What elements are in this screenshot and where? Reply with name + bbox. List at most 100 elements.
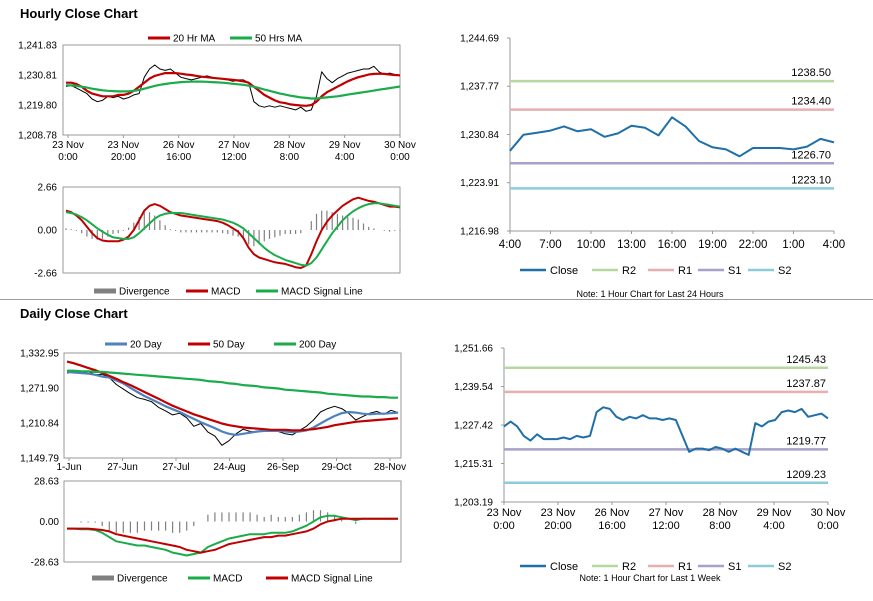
hourly-macd-ytick-label: -2.66 — [34, 269, 57, 280]
hourly-price-ytick-label: 1,230.81 — [18, 71, 57, 82]
hourly-price-ytick-label: 1,208.78 — [18, 131, 57, 142]
hourly-pivot-xtick-label: 4:00 — [499, 239, 521, 251]
daily-pivot-xtick-label: 23 Nov — [487, 507, 522, 519]
hourly-pivot-xtick-label: 4:00 — [823, 239, 845, 251]
hourly-macd-series-macd — [65, 196, 401, 269]
section-divider — [0, 299, 873, 300]
daily-pivot-xtick-label: 23 Nov — [541, 507, 576, 519]
daily-pivot-ytick-label: 1,251.66 — [454, 344, 493, 355]
daily-pivot-level-label-r2: 1245.43 — [786, 354, 826, 366]
daily-pivot-xtick-label: 27 Nov — [649, 507, 684, 519]
daily-price-ytick-label: 1,149.79 — [20, 454, 59, 465]
hourly-pivot-xtick-label: 10:00 — [577, 239, 606, 251]
hourly-pivot-level-label-r2: 1238.50 — [791, 67, 831, 79]
hourly-pivot-ytick-label: 1,237.77 — [460, 82, 499, 93]
hourly-pivot-level-label-s2: 1223.10 — [791, 174, 831, 186]
hourly-price-xtick-label: 12:00 — [221, 152, 246, 163]
daily-price-ytick-label: 1,210.84 — [20, 419, 59, 430]
hourly-price-xtick-label: 23 Nov — [52, 140, 84, 151]
hourly-pivot-xtick-label: 1:00 — [782, 239, 804, 251]
daily-pivot-xtick-label: 0:00 — [493, 520, 514, 532]
daily-legend-20-day-label: 20 Day — [130, 340, 162, 351]
daily-pivot-level-label-s1: 1219.77 — [786, 435, 826, 447]
daily-pivot-ytick-label: 1,215.31 — [454, 459, 493, 470]
daily-pivot-xtick-label: 8:00 — [709, 520, 730, 532]
daily-price-series-20-day — [66, 370, 399, 436]
hourly-pivot-xtick-label: 13:00 — [617, 239, 646, 251]
daily-legend-50-day-label: 50 Day — [213, 340, 245, 351]
daily-price-series-50-day — [66, 360, 399, 432]
hourly-price-xtick-label: 20:00 — [111, 152, 136, 163]
hourly-legend-50hrs-ma-label: 50 Hrs MA — [255, 34, 303, 45]
hourly-macd-ytick-label: 0.00 — [38, 226, 58, 237]
daily-price-xtick-label: 29-Oct — [321, 462, 351, 473]
daily-price-ytick-label: 1,332.95 — [20, 349, 59, 360]
daily-macd-ytick-label: 28.63 — [34, 477, 59, 488]
hourly-pivot-xtick-label: 7:00 — [539, 239, 561, 251]
daily-price-xtick-label: 28-Nov — [374, 462, 406, 473]
daily-pivot-level-label-s2: 1209.23 — [786, 469, 826, 481]
daily-macd-ytick-label: 0.00 — [40, 517, 60, 528]
hourly-macd-legend-macd-label: MACD — [211, 287, 240, 298]
hourly-pivot-level-label-r1: 1234.40 — [791, 96, 831, 108]
daily-pivot-xtick-label: 12:00 — [652, 520, 680, 532]
daily-pivot-legend-label-s2: S2 — [778, 561, 791, 573]
hourly-pivot-xtick-label: 16:00 — [658, 239, 687, 251]
daily-pivot-series-close — [503, 406, 829, 456]
hourly-pivot-legend-label-s1: S1 — [728, 265, 741, 277]
daily-price-series-close — [66, 370, 399, 446]
daily-pivot-xtick-label: 4:00 — [763, 520, 784, 532]
daily-pivot-note: Note: 1 Hour Chart for Last 1 Week — [580, 573, 721, 583]
daily-macd-legend-signal-label: MACD Signal Line — [291, 574, 373, 585]
hourly-pivot-ytick-label: 1,244.69 — [460, 34, 499, 45]
hourly-price-xtick-label: 0:00 — [390, 152, 410, 163]
daily-pivot-xtick-label: 26 Nov — [595, 507, 630, 519]
hourly-pivot-ytick-label: 1,216.98 — [460, 227, 499, 238]
daily-pivot-xtick-label: 29 Nov — [757, 507, 792, 519]
hourly-pivot-legend-label-s2: S2 — [778, 265, 791, 277]
hourly-pivot-xtick-label: 19:00 — [698, 239, 727, 251]
hourly-price-xtick-label: 27 Nov — [218, 140, 250, 151]
hourly-pivot-legend-label-r1: R1 — [678, 265, 692, 277]
daily-pivot-xtick-label: 28 Nov — [703, 507, 738, 519]
daily-pivot-xtick-label: 20:00 — [544, 520, 572, 532]
daily-section-title: Daily Close Chart — [20, 306, 128, 321]
daily-pivot-legend-label-r2: R2 — [622, 561, 636, 573]
daily-pivot-xtick-label: 16:00 — [598, 520, 626, 532]
hourly-price-xtick-label: 0:00 — [58, 152, 78, 163]
hourly-macd-ytick-label: 2.66 — [38, 183, 58, 194]
daily-pivot-xtick-label: 0:00 — [817, 520, 838, 532]
daily-price-xtick-label: 27-Jun — [107, 462, 138, 473]
hourly-price-ytick-label: 1,219.80 — [18, 100, 57, 111]
hourly-price-xtick-label: 30 Nov — [384, 140, 416, 151]
hourly-pivot-level-label-s1: 1226.70 — [791, 149, 831, 161]
daily-price-xtick-label: 1-Jun — [56, 462, 81, 473]
daily-pivot-legend-label-s1: S1 — [728, 561, 741, 573]
hourly-price-series-20-hr-ma — [66, 71, 401, 107]
hourly-legend-20hr-ma-label: 20 Hr MA — [173, 34, 216, 45]
hourly-pivot-series-close — [509, 116, 835, 158]
hourly-price-xtick-label: 28 Nov — [273, 140, 305, 151]
daily-pivot-legend-label-close: Close — [550, 561, 578, 573]
daily-macd-legend-macd-label: MACD — [213, 574, 242, 585]
daily-pivot-ytick-label: 1,227.42 — [454, 421, 493, 432]
hourly-price-xtick-label: 23 Nov — [107, 140, 139, 151]
hourly-price-series-close — [65, 64, 401, 112]
daily-macd-plot-frame — [63, 480, 402, 563]
daily-price-xtick-label: 26-Sep — [267, 462, 300, 473]
hourly-macd-series-signal — [65, 202, 401, 267]
daily-price-ytick-label: 1,271.90 — [20, 383, 59, 394]
daily-price-xtick-label: 27-Jul — [162, 462, 189, 473]
hourly-macd-legend-divergence-label: Divergence — [119, 287, 170, 298]
hourly-pivot-legend-label-r2: R2 — [622, 265, 636, 277]
hourly-pivot-xtick-label: 22:00 — [739, 239, 768, 251]
daily-macd-ytick-label: -28.63 — [31, 558, 60, 569]
hourly-price-xtick-label: 4:00 — [335, 152, 355, 163]
daily-macd-series-signal — [67, 517, 398, 554]
hourly-price-xtick-label: 26 Nov — [163, 140, 195, 151]
hourly-price-xtick-label: 16:00 — [166, 152, 191, 163]
daily-price-xtick-label: 24-Aug — [213, 462, 245, 473]
daily-price-plot-frame — [63, 352, 402, 459]
hourly-pivot-note: Note: 1 Hour Chart for Last 24 Hours — [576, 289, 724, 299]
